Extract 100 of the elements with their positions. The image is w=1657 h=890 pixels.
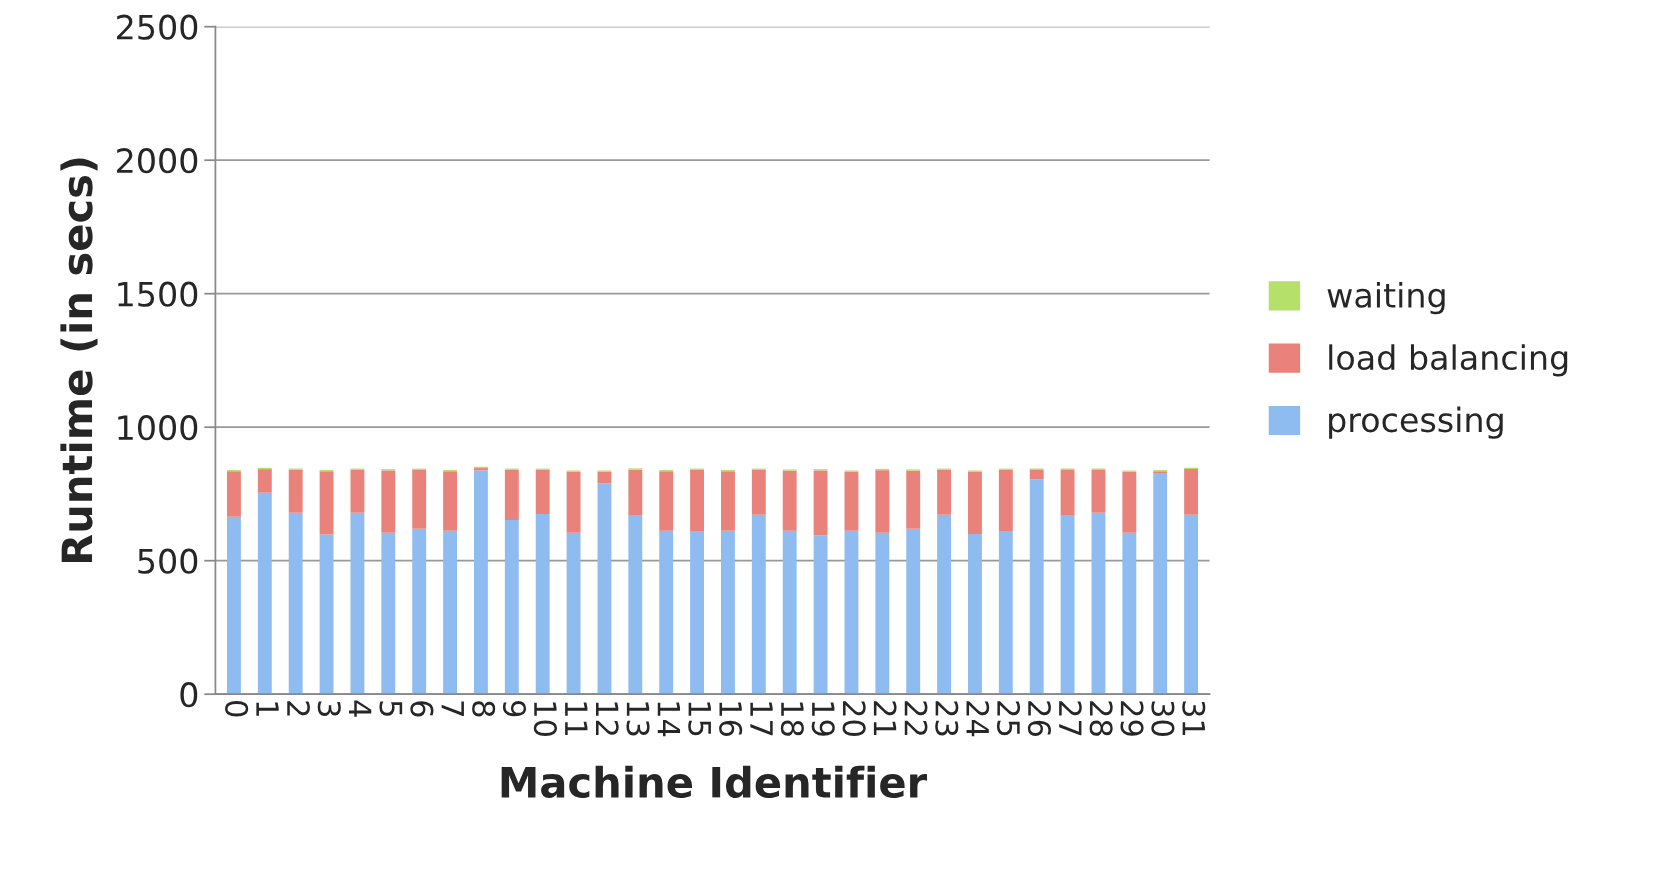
bar xyxy=(597,471,612,484)
bar xyxy=(597,483,612,695)
x-tick-label: 0 xyxy=(225,701,249,717)
bar xyxy=(1029,469,1044,480)
x-tick-label: 12 xyxy=(596,702,619,735)
x-tick-label: 6 xyxy=(410,701,434,717)
legend-label: waiting xyxy=(1327,282,1445,315)
x-tick-label: 26 xyxy=(1027,701,1051,737)
x-tick-label: 29 xyxy=(1120,701,1144,736)
bar xyxy=(412,469,427,529)
x-tick-label: 11 xyxy=(565,702,588,736)
y-tick-label: 2500 xyxy=(117,14,198,40)
bar xyxy=(937,469,952,515)
x-tick-label: 23 xyxy=(935,701,959,736)
y-axis-title: Runtime (in secs) xyxy=(60,158,98,563)
x-tick-label: 2 xyxy=(287,701,310,716)
x-tick-label: 16 xyxy=(719,702,743,737)
bar xyxy=(381,532,396,695)
x-tick-label: 21 xyxy=(873,701,897,736)
x-tick-label: 13 xyxy=(626,702,650,736)
bar xyxy=(844,471,859,531)
bar xyxy=(813,535,828,695)
bar xyxy=(443,471,458,531)
x-tick-label: 25 xyxy=(996,701,1021,736)
bar xyxy=(1184,514,1199,695)
x-tick-label: 30 xyxy=(1151,701,1175,736)
bar xyxy=(1091,469,1106,513)
bar xyxy=(350,469,365,513)
x-tick-label: 28 xyxy=(1089,701,1113,736)
x-tick-label: 24 xyxy=(966,701,990,737)
y-tick-label: 1500 xyxy=(118,281,198,307)
bar xyxy=(998,531,1013,695)
bar xyxy=(782,530,797,695)
bar xyxy=(968,471,982,534)
y-tick-label: 2000 xyxy=(117,148,198,174)
x-tick-label: 14 xyxy=(657,702,681,737)
bar xyxy=(473,470,488,695)
bar xyxy=(968,534,982,695)
bar xyxy=(1153,473,1168,695)
bar xyxy=(1029,479,1044,695)
bar xyxy=(257,492,272,695)
bar xyxy=(504,520,519,695)
x-tick-label: 10 xyxy=(533,702,557,736)
x-tick-label: 20 xyxy=(842,701,866,736)
x-tick-label: 5 xyxy=(379,701,403,716)
bar xyxy=(566,471,581,533)
bar xyxy=(535,469,550,514)
bar xyxy=(628,469,643,516)
x-tick-label: 27 xyxy=(1059,701,1082,736)
y-tick-label: 1000 xyxy=(118,415,198,441)
bar xyxy=(813,470,828,536)
x-axis-title: Machine Identifier xyxy=(501,765,928,798)
bar xyxy=(998,469,1013,532)
bar xyxy=(875,532,890,695)
bar xyxy=(257,469,272,493)
bar xyxy=(381,470,396,533)
legend-label: processing xyxy=(1329,406,1503,439)
bar xyxy=(1122,532,1137,695)
bar xyxy=(659,530,674,695)
x-tick-label: 22 xyxy=(904,701,928,735)
x-tick-label: 8 xyxy=(472,701,496,717)
bar xyxy=(875,470,890,533)
x-tick-label: 15 xyxy=(688,702,711,736)
bar xyxy=(690,469,705,532)
bar xyxy=(1122,471,1137,533)
x-tick-label: 1 xyxy=(256,702,279,716)
x-tick-label: 18 xyxy=(780,702,804,736)
bar xyxy=(319,534,334,695)
bar xyxy=(690,531,705,695)
bar xyxy=(350,512,365,695)
x-tick-label: 9 xyxy=(502,700,527,717)
bar xyxy=(751,514,766,695)
bar xyxy=(226,471,241,517)
legend-label: load balancing xyxy=(1329,344,1568,377)
bar xyxy=(288,469,303,513)
bar xyxy=(504,469,519,521)
bar xyxy=(721,530,735,695)
y-tick-label: 500 xyxy=(138,548,198,574)
bar xyxy=(1184,469,1199,515)
bar xyxy=(906,470,921,529)
bar xyxy=(751,469,766,515)
bar xyxy=(937,514,952,695)
x-tick-label: 31 xyxy=(1182,701,1206,736)
bar xyxy=(906,528,921,695)
bar xyxy=(1060,469,1075,516)
x-tick-label: 7 xyxy=(441,701,464,716)
bar xyxy=(782,470,797,531)
x-tick-label: 4 xyxy=(349,700,372,717)
bar xyxy=(226,516,241,695)
bar xyxy=(412,528,427,695)
bar xyxy=(844,530,859,695)
bar xyxy=(443,530,458,695)
bar xyxy=(535,513,550,695)
x-tick-label: 17 xyxy=(750,702,773,736)
x-tick-label: 19 xyxy=(811,702,835,736)
bar xyxy=(288,512,303,695)
bar xyxy=(1091,512,1106,695)
bar xyxy=(319,471,334,535)
bar xyxy=(566,532,581,695)
bar xyxy=(1060,515,1075,695)
